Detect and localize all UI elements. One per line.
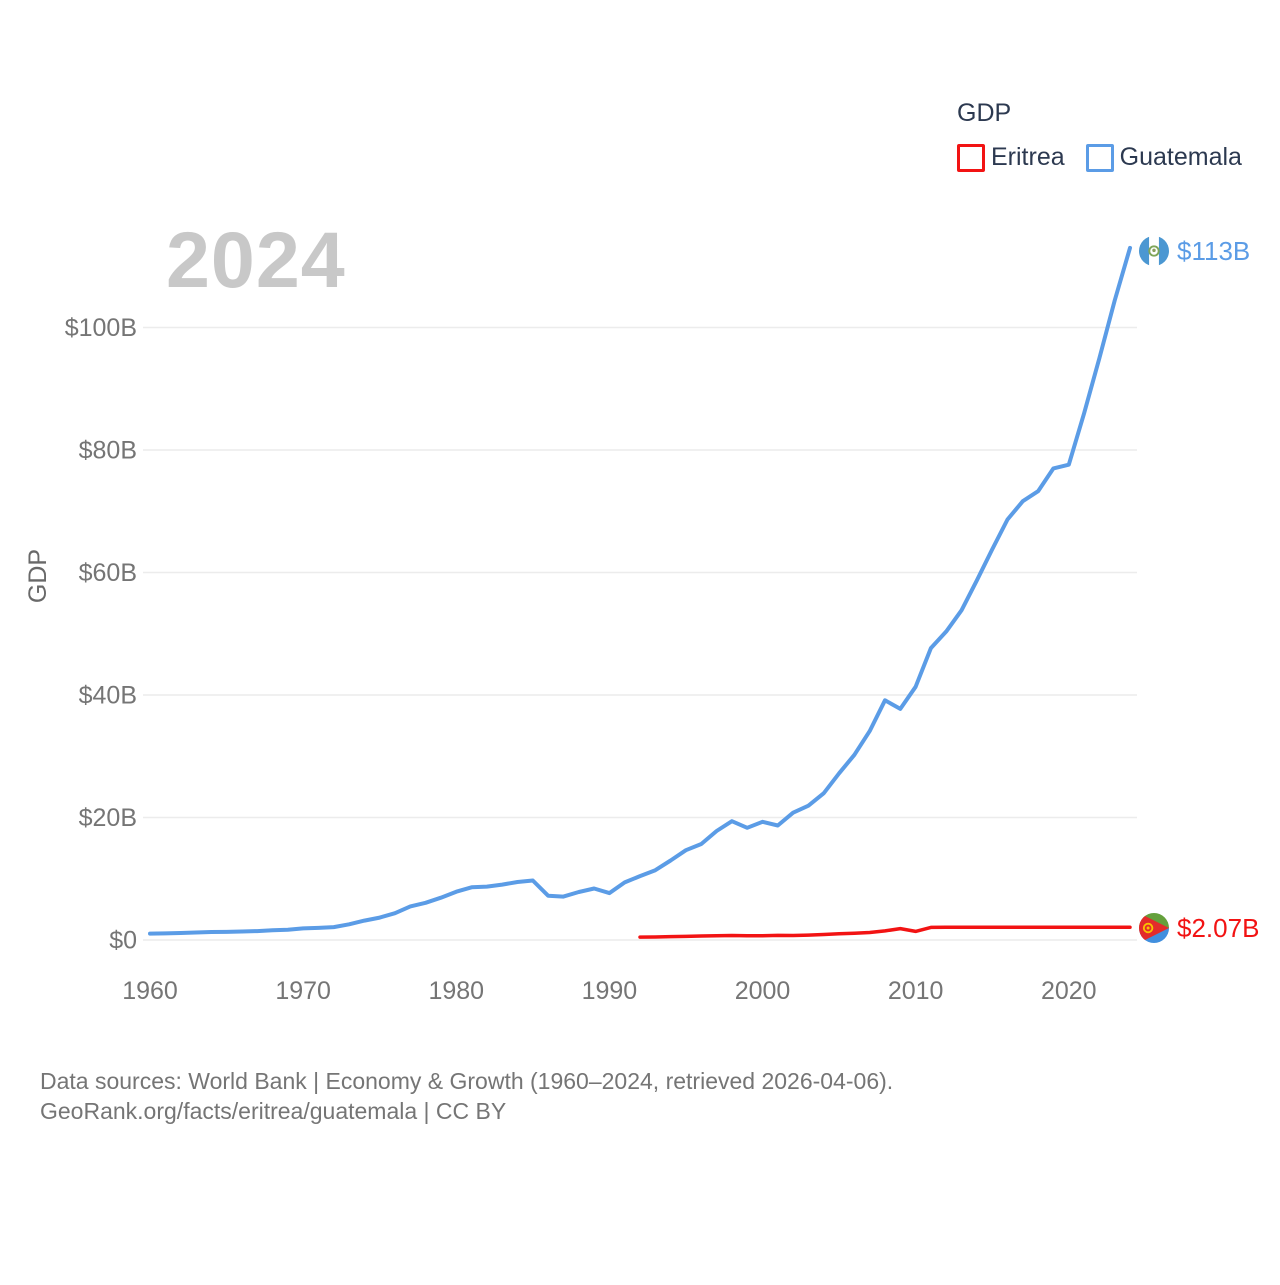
- legend-item-guatemala[interactable]: Guatemala: [1085, 143, 1242, 172]
- guatemala-line[interactable]: [148, 245, 1132, 936]
- x-axis-tick-label: 2010: [888, 977, 944, 1005]
- x-axis-tick-label: 2000: [735, 977, 791, 1005]
- y-axis-tick-label: $20B: [79, 804, 137, 832]
- legend-item-label: Eritrea: [991, 143, 1065, 171]
- y-axis-tick-label: $80B: [79, 437, 137, 465]
- legend-item-label: Guatemala: [1119, 143, 1242, 171]
- attribution-link-line: GeoRank.org/facts/eritrea/guatemala | CC…: [40, 1098, 507, 1124]
- y-axis-tick-label: $60B: [79, 559, 137, 587]
- y-axis-tick-label: $100B: [65, 314, 137, 342]
- x-axis-tick-label: 2020: [1041, 977, 1097, 1005]
- x-axis-tick-label: 1980: [428, 977, 484, 1005]
- eritrea-swatch-icon: [957, 143, 985, 172]
- guatemala-swatch-icon: [1085, 143, 1114, 172]
- y-axis-tick-label: $0: [109, 927, 137, 955]
- x-axis-tick-label: 1960: [122, 977, 178, 1005]
- year-watermark: 2024: [166, 215, 346, 304]
- legend-item-eritrea[interactable]: Eritrea: [957, 143, 1065, 172]
- x-axis-tick-label: 1970: [275, 977, 331, 1005]
- guatemala-flag-icon: [1139, 236, 1169, 266]
- y-axis-title: GDP: [24, 549, 52, 603]
- data-source-attribution: Data sources: World Bank | Economy & Gro…: [40, 1066, 893, 1126]
- eritrea-end-value: $2.07B: [1177, 913, 1260, 943]
- chart-legend: GDP Eritrea Guatemala: [957, 99, 1242, 172]
- eritrea-flag-icon: [1139, 913, 1169, 943]
- eritrea-end-label: $2.07B: [1139, 913, 1259, 943]
- y-axis-tick-label: $40B: [79, 682, 137, 710]
- data-source-line: Data sources: World Bank | Economy & Gro…: [40, 1068, 894, 1094]
- legend-items: Eritrea Guatemala: [957, 143, 1242, 172]
- guatemala-end-value: $113B: [1177, 236, 1251, 266]
- guatemala-end-label: $113B: [1139, 236, 1250, 266]
- x-axis-tick-label: 1990: [582, 977, 638, 1005]
- legend-title: GDP: [957, 99, 1012, 127]
- eritrea-line[interactable]: [638, 925, 1132, 939]
